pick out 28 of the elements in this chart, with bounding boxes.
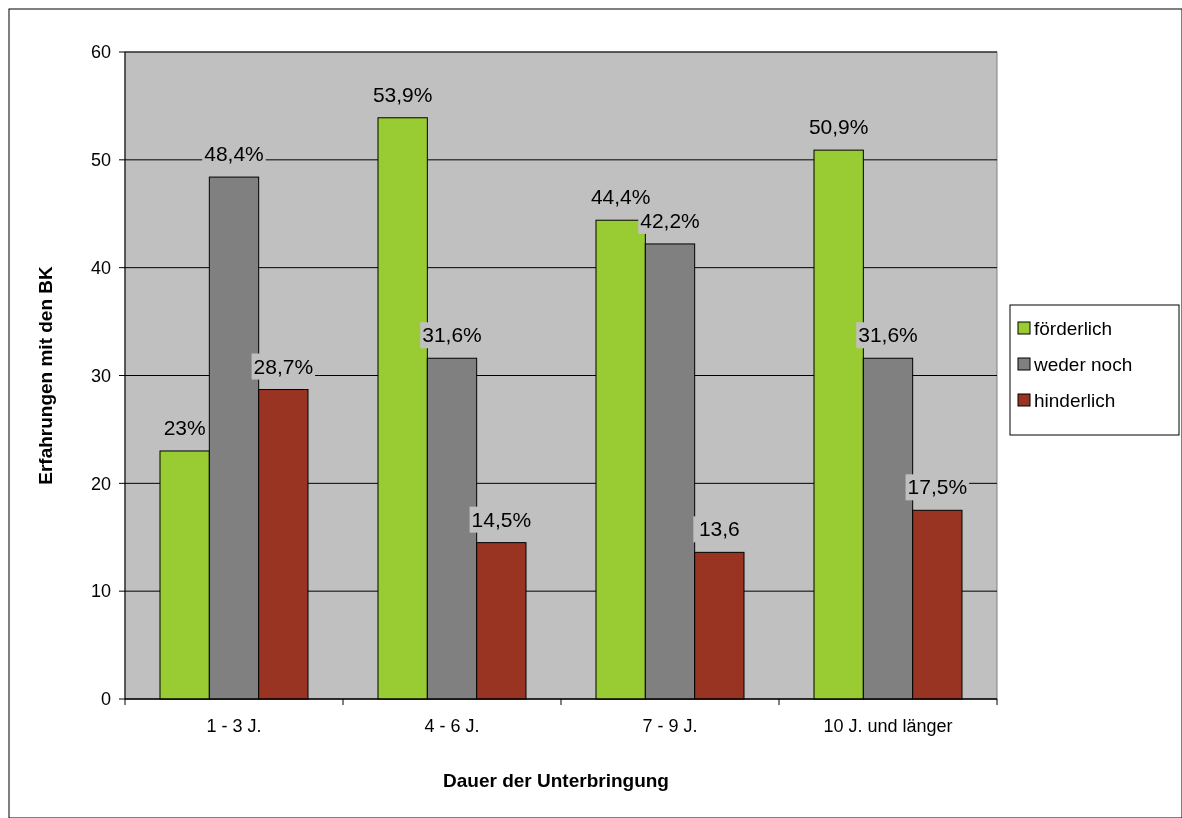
y-tick-label: 20 bbox=[90, 473, 111, 494]
data-label: 42,2% bbox=[640, 208, 700, 232]
data-label: 53,9% bbox=[372, 82, 433, 106]
data-label: 50,9% bbox=[808, 115, 869, 139]
legend-label: förderlich bbox=[1034, 317, 1113, 339]
x-axis-title: Dauer der Unterbringung bbox=[443, 770, 669, 791]
data-label: 23% bbox=[163, 415, 206, 439]
data-label: 44,4% bbox=[590, 185, 651, 209]
y-tick-label: 0 bbox=[100, 689, 111, 710]
y-tick-label: 10 bbox=[90, 581, 111, 602]
legend-label: hinderlich bbox=[1034, 389, 1116, 411]
data-label: 14,5% bbox=[471, 507, 532, 531]
x-tick-label: 10 J. und länger bbox=[823, 716, 953, 736]
y-tick-label: 50 bbox=[90, 150, 111, 171]
legend-label: weder noch bbox=[1033, 353, 1133, 375]
y-tick-label: 30 bbox=[90, 365, 111, 386]
data-label: 28,7% bbox=[253, 354, 314, 378]
y-tick-label: 60 bbox=[90, 42, 111, 63]
data-label: 17,5% bbox=[907, 475, 968, 499]
data-label: 31,6% bbox=[858, 323, 918, 347]
y-axis-title: Erfahrungen mit den BK bbox=[35, 265, 56, 485]
x-tick-label: 4 - 6 J. bbox=[424, 716, 480, 736]
x-tick-label: 1 - 3 J. bbox=[206, 716, 262, 736]
data-label: 13,6 bbox=[698, 517, 740, 541]
x-tick-label: 7 - 9 J. bbox=[642, 716, 698, 736]
y-tick-label: 40 bbox=[90, 257, 111, 278]
data-label: 31,6% bbox=[422, 323, 482, 347]
data-label: 48,4% bbox=[204, 142, 264, 166]
